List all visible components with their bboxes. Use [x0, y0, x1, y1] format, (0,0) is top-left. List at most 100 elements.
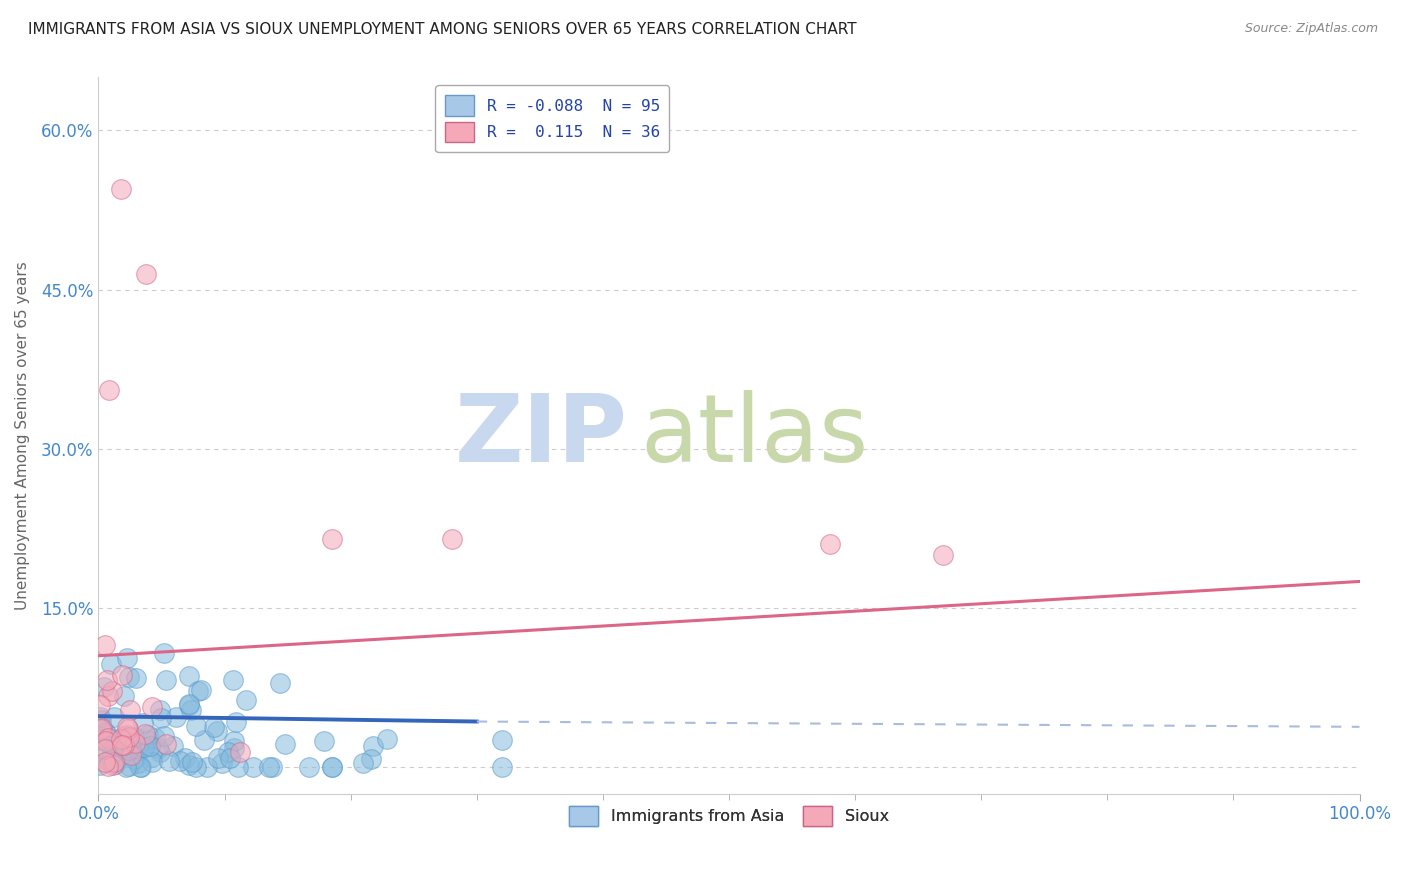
Point: [104, 756, 127, 771]
Point: [186, 719, 208, 733]
Point: [202, 720, 225, 734]
Point: [375, 731, 398, 746]
Point: [149, 745, 172, 759]
Point: [90, 722, 112, 736]
Point: [440, 532, 463, 546]
Point: [157, 754, 180, 768]
Point: [110, 748, 132, 763]
Point: [211, 756, 233, 771]
Point: [352, 756, 374, 771]
Point: [180, 756, 202, 770]
Text: IMMIGRANTS FROM ASIA VS SIOUX UNEMPLOYMENT AMONG SENIORS OVER 65 YEARS CORRELATI: IMMIGRANTS FROM ASIA VS SIOUX UNEMPLOYME…: [28, 22, 856, 37]
Point: [259, 760, 281, 774]
Legend: Immigrants from Asia, Sioux: Immigrants from Asia, Sioux: [560, 797, 898, 836]
Point: [110, 668, 132, 682]
Point: [97, 758, 120, 772]
Point: [148, 740, 170, 755]
Point: [110, 732, 132, 747]
Point: [135, 267, 157, 281]
Point: [94, 638, 117, 652]
Point: [98, 754, 121, 768]
Point: [132, 716, 155, 731]
Point: [124, 736, 146, 750]
Point: [132, 740, 155, 755]
Point: [321, 532, 343, 546]
Point: [165, 709, 187, 723]
Point: [104, 734, 127, 748]
Point: [134, 727, 156, 741]
Point: [125, 671, 148, 685]
Point: [932, 548, 955, 562]
Point: [235, 693, 257, 707]
Point: [177, 669, 200, 683]
Point: [114, 760, 136, 774]
Point: [89, 709, 111, 723]
Point: [89, 758, 111, 772]
Point: [491, 733, 513, 747]
Point: [141, 755, 163, 769]
Point: [177, 698, 200, 713]
Point: [97, 384, 120, 398]
Point: [103, 756, 125, 770]
Point: [149, 703, 172, 717]
Point: [100, 684, 122, 698]
Point: [155, 673, 177, 687]
Point: [103, 757, 125, 772]
Point: [94, 747, 117, 762]
Point: [141, 700, 163, 714]
Point: [104, 755, 127, 769]
Point: [180, 703, 202, 717]
Text: Source: ZipAtlas.com: Source: ZipAtlas.com: [1244, 22, 1378, 36]
Point: [150, 711, 173, 725]
Point: [226, 760, 249, 774]
Point: [93, 680, 115, 694]
Point: [96, 726, 118, 740]
Point: [120, 747, 142, 762]
Point: [162, 739, 184, 754]
Point: [96, 673, 118, 688]
Point: [118, 703, 141, 717]
Point: [274, 738, 297, 752]
Point: [115, 651, 138, 665]
Point: [321, 760, 343, 774]
Point: [269, 676, 291, 690]
Point: [110, 182, 132, 196]
Point: [112, 729, 135, 743]
Point: [117, 743, 139, 757]
Point: [229, 745, 252, 759]
Point: [312, 734, 335, 748]
Point: [262, 760, 284, 774]
Point: [169, 754, 191, 768]
Point: [184, 760, 207, 774]
Point: [89, 733, 111, 747]
Point: [195, 760, 218, 774]
Point: [129, 760, 152, 774]
Point: [141, 750, 163, 764]
Point: [361, 739, 384, 753]
Point: [118, 670, 141, 684]
Point: [242, 760, 264, 774]
Point: [222, 734, 245, 748]
Point: [97, 731, 120, 745]
Point: [97, 731, 120, 746]
Point: [94, 741, 117, 756]
Point: [143, 731, 166, 745]
Point: [139, 739, 162, 753]
Point: [115, 728, 138, 742]
Point: [117, 720, 139, 734]
Point: [321, 760, 343, 774]
Point: [117, 723, 139, 737]
Point: [100, 657, 122, 672]
Text: atlas: atlas: [641, 390, 869, 482]
Text: ZIP: ZIP: [456, 390, 628, 482]
Point: [155, 737, 177, 751]
Point: [217, 745, 239, 759]
Point: [298, 760, 321, 774]
Point: [222, 673, 245, 687]
Point: [103, 739, 125, 754]
Point: [818, 537, 841, 551]
Y-axis label: Unemployment Among Seniors over 65 years: Unemployment Among Seniors over 65 years: [15, 261, 30, 610]
Point: [112, 689, 135, 703]
Point: [491, 760, 513, 774]
Point: [152, 730, 174, 744]
